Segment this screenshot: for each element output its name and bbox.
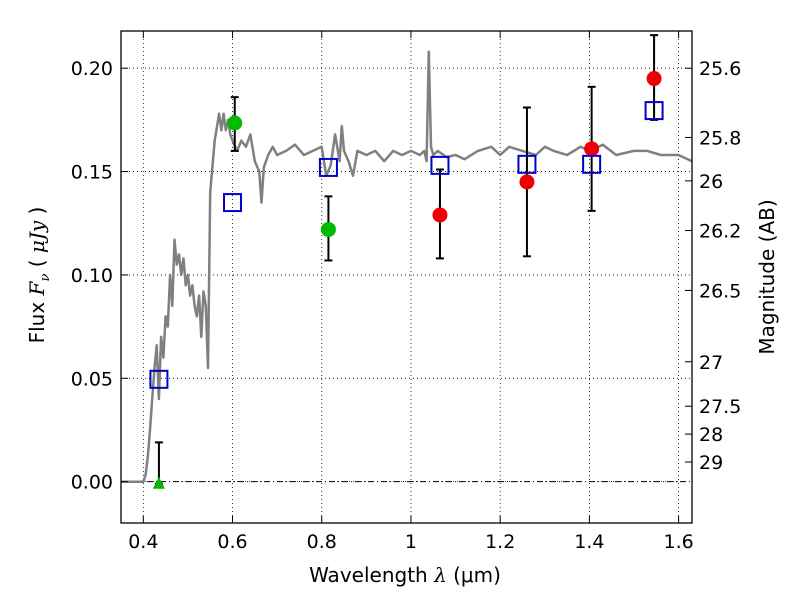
x-tick-label: 1.4 — [574, 531, 604, 553]
x-tick-label: 0.6 — [217, 531, 247, 553]
plot-frame — [120, 30, 693, 524]
magnitude-tick-label: 27.5 — [699, 396, 741, 418]
model-point-square — [149, 369, 169, 389]
magnitude-tick-label: 29 — [699, 452, 723, 474]
magnitude-tick-label: 28 — [699, 424, 723, 446]
grid-lines — [121, 31, 692, 523]
magnitude-tick-label: 27 — [699, 352, 723, 374]
error-bars — [154, 34, 659, 485]
x-tick-label: 1 — [405, 531, 417, 553]
y-axis-label: Flux Fν ( μJy ) — [25, 207, 53, 344]
y-tick-label: 0.20 — [71, 58, 113, 80]
y-tick-label: 0.05 — [71, 368, 113, 390]
model-point-square — [644, 101, 664, 121]
right-axis-label: Magnitude (AB) — [755, 199, 779, 354]
magnitude-tick-label: 26 — [699, 171, 723, 193]
magnitude-tick-label: 26.2 — [699, 220, 741, 242]
data-point-circle — [584, 141, 600, 157]
x-tick-label: 0.8 — [307, 531, 337, 553]
data-point-circle — [519, 174, 535, 190]
y-tick-label: 0.10 — [71, 265, 113, 287]
magnitude-tick-label: 25.6 — [699, 58, 741, 80]
upper-limit-triangle — [152, 476, 165, 489]
model-point-square — [223, 193, 243, 213]
axis-ticks — [121, 31, 692, 523]
data-point-circle — [646, 71, 662, 87]
data-point-circle — [432, 207, 448, 223]
model-spectrum-line — [121, 50, 693, 483]
y-tick-label: 0.15 — [71, 162, 113, 184]
x-tick-label: 1.6 — [664, 531, 694, 553]
data-point-circle — [320, 221, 336, 237]
x-tick-label: 0.4 — [128, 531, 158, 553]
magnitude-tick-label: 26.5 — [699, 280, 741, 302]
tick-labels: 0.4 0.6 0.8 1 1.2 1.4 1.6 0.00 0.05 0.10 0.15 0.20 2… — [71, 58, 742, 553]
model-point-square — [582, 154, 602, 174]
x-tick-label: 1.2 — [485, 531, 515, 553]
magnitude-tick-label: 25.8 — [699, 127, 741, 149]
data-point-circle — [227, 115, 243, 131]
model-point-square — [318, 157, 338, 177]
x-axis-label: Wavelength λ (μm) — [309, 563, 501, 587]
data-markers — [149, 71, 664, 489]
model-point-square — [517, 154, 537, 174]
y-tick-label: 0.00 — [71, 472, 113, 494]
model-point-square — [430, 155, 450, 175]
